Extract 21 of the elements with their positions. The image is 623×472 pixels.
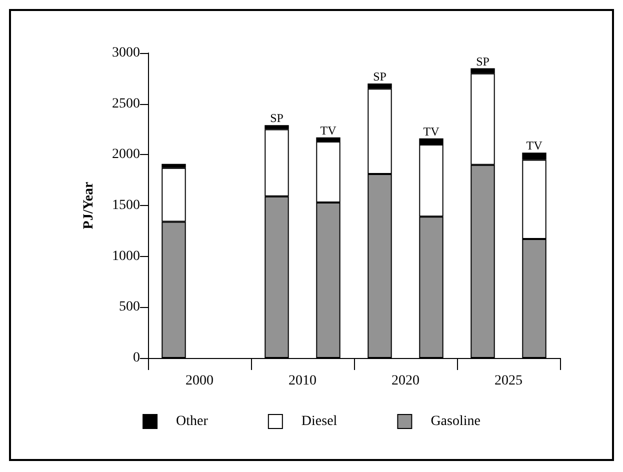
y-axis-title: PJ/Year (82, 182, 96, 230)
y-tick-label: 500 (119, 300, 140, 315)
x-tick-label: 2020 (392, 374, 420, 388)
y-tick-label: 1000 (112, 248, 140, 264)
y-tick-label: 1500 (112, 198, 140, 213)
data-label: SP (270, 111, 284, 126)
data-label: SP (373, 70, 387, 84)
y-tick-label: 0 (133, 350, 140, 366)
legend-label: Gasoline (430, 414, 480, 429)
x-tick-label: 2025 (494, 374, 522, 388)
y-tick-label: 3000 (112, 46, 140, 60)
data-label: TV (526, 138, 543, 153)
x-tick-label: 2010 (288, 374, 316, 388)
data-label: TV (423, 124, 440, 138)
legend-label: Other (176, 414, 208, 429)
x-tick-label: 2000 (186, 374, 214, 388)
data-label: TV (320, 123, 337, 138)
data-label: SP (476, 54, 490, 68)
y-tick-label: 2500 (112, 96, 140, 112)
y-tick-label: 2000 (112, 147, 140, 162)
legend-label: Diesel (301, 414, 338, 429)
